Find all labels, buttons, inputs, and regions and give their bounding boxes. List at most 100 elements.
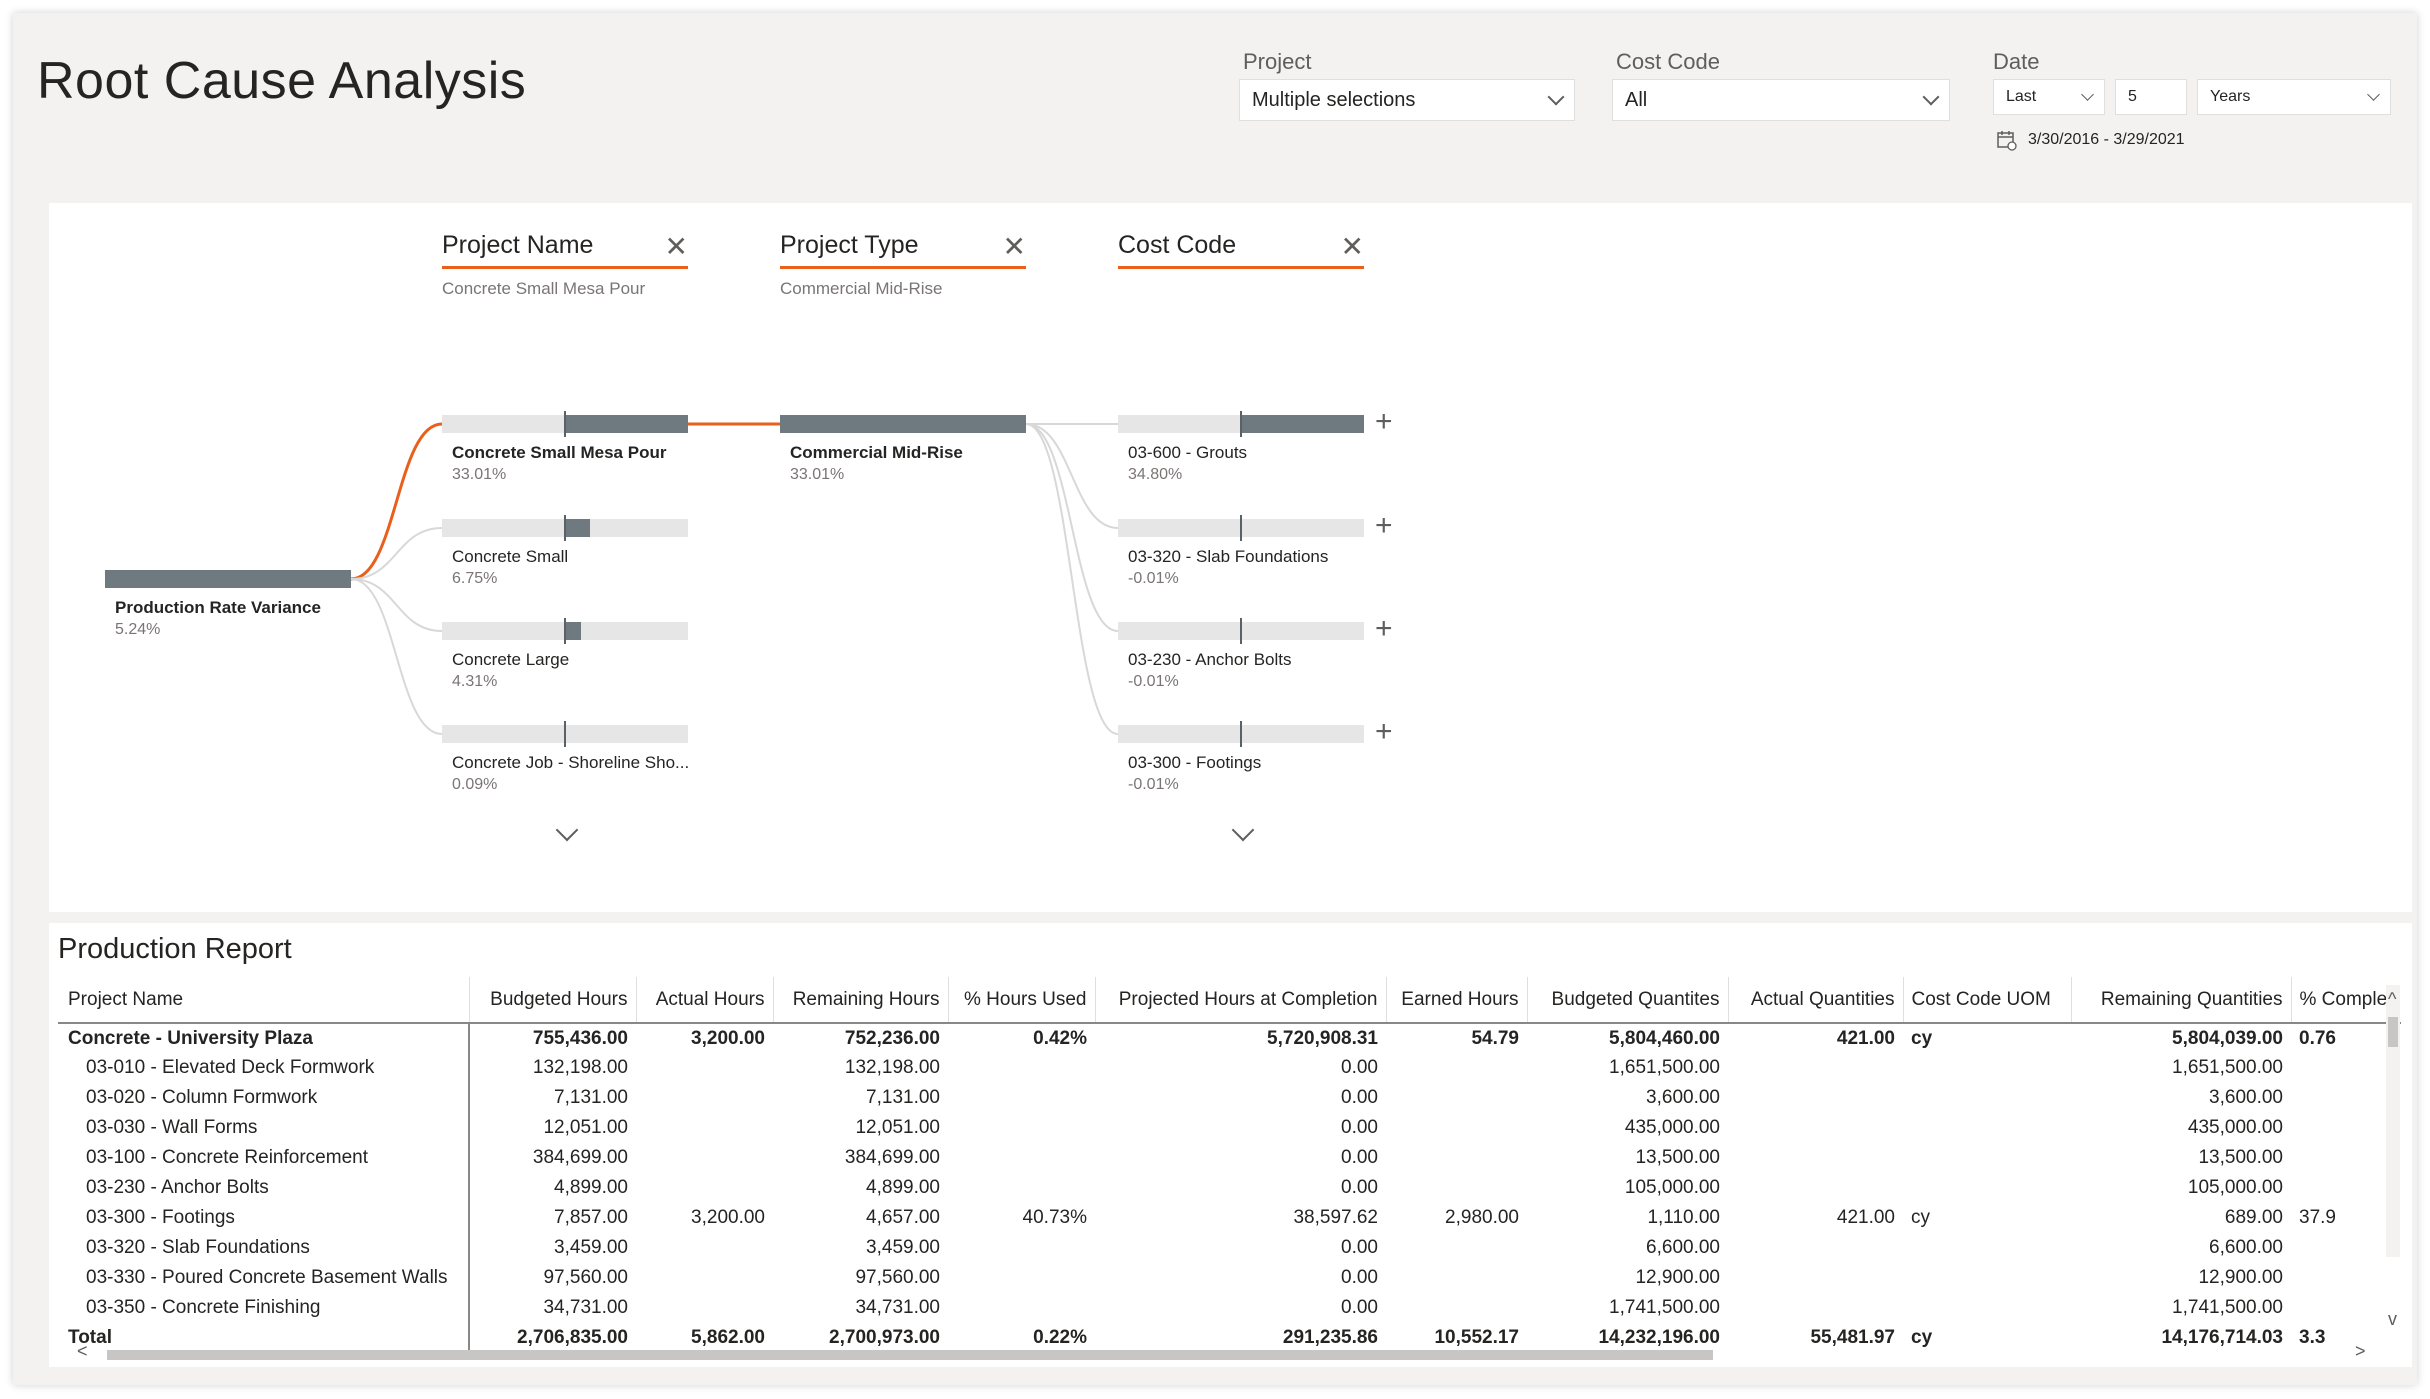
table-cell: 2,706,835.00 — [517, 1327, 628, 1348]
table-cell: 291,235.86 — [1282, 1327, 1378, 1348]
close-icon[interactable]: ✕ — [1002, 231, 1026, 262]
close-icon[interactable]: ✕ — [1340, 231, 1364, 262]
table-cell — [948, 1233, 1095, 1263]
date-relative-dropdown[interactable]: Last — [1993, 79, 2105, 115]
column-header[interactable]: Budgeted Hours — [468, 977, 636, 1024]
node-bar — [1118, 721, 1364, 747]
table-cell: 0.00 — [1341, 1087, 1378, 1108]
node-label: 03-230 - Anchor Bolts — [1128, 650, 1292, 669]
column-header[interactable]: Budgeted Quantites — [1526, 977, 1728, 1024]
tree-node-cost-code[interactable]: 03-300 - Footings -0.01% — [1118, 721, 1364, 794]
table-cell — [948, 1173, 1095, 1203]
table-cell: 5,720,908.31 — [1267, 1027, 1378, 1049]
node-label: Production Rate Variance — [115, 598, 321, 617]
tree-node-cost-code[interactable]: 03-320 - Slab Foundations -0.01% — [1118, 515, 1364, 588]
row-label: 03-020 - Column Formwork — [58, 1083, 470, 1113]
column-header[interactable]: Actual Quantities — [1727, 977, 1903, 1024]
node-bar — [105, 570, 351, 588]
table-row[interactable]: 03-030 - Wall Forms 12,051.00 12,051.00 0.0… — [58, 1113, 2401, 1143]
table-row[interactable]: 03-100 - Concrete Reinforcement 384,699.0… — [58, 1143, 2401, 1173]
table-cell — [1728, 1293, 1903, 1323]
tree-node-project[interactable]: Concrete Large 4.31% — [442, 618, 688, 691]
column-header[interactable]: Projected Hours at Completion — [1094, 977, 1386, 1024]
level-title: Cost Code — [1118, 231, 1237, 259]
table-row[interactable]: 03-230 - Anchor Bolts 4,899.00 4,899.00 0.0… — [58, 1173, 2401, 1203]
tree-node-cost-code[interactable]: 03-600 - Grouts 34.80% — [1118, 411, 1364, 484]
cost-code-dropdown-value: All — [1625, 88, 1648, 111]
column-header[interactable]: Project Name — [58, 977, 469, 1024]
node-label: 03-320 - Slab Foundations — [1128, 547, 1329, 566]
tree-node-root[interactable]: Production Rate Variance 5.24% — [105, 570, 351, 639]
node-bar — [1118, 515, 1364, 541]
table-cell: 752,236.00 — [844, 1027, 940, 1049]
tree-node-project[interactable]: Concrete Job - Shoreline Sho... 0.09% — [442, 721, 689, 794]
table-row[interactable]: 03-330 - Poured Concrete Basement Walls 9… — [58, 1263, 2401, 1293]
column-header[interactable]: Actual Hours — [635, 977, 773, 1024]
table-cell: 34,731.00 — [543, 1297, 628, 1318]
table-cell — [636, 1143, 773, 1173]
report-canvas: Root Cause Analysis Project Multiple sel… — [13, 13, 2417, 1385]
column-header[interactable]: Earned Hours — [1385, 977, 1527, 1024]
table-cell: 2,980.00 — [1445, 1207, 1519, 1228]
column-header[interactable]: Remaining Quantities — [2070, 977, 2291, 1024]
table-row[interactable]: 03-320 - Slab Foundations 3,459.00 3,459.0… — [58, 1233, 2401, 1263]
column-header[interactable]: Remaining Hours — [772, 977, 948, 1024]
row-label: 03-330 - Poured Concrete Basement Walls — [58, 1263, 470, 1293]
table-row[interactable]: 03-010 - Elevated Deck Formwork 132,198.0… — [58, 1053, 2401, 1083]
scrollbar-thumb[interactable] — [2388, 1017, 2398, 1047]
horizontal-scrollbar[interactable] — [73, 1347, 2373, 1361]
scroll-down-icon[interactable]: v — [2388, 1309, 2397, 1329]
tree-node-cost-code[interactable]: 03-230 - Anchor Bolts -0.01% — [1118, 618, 1364, 691]
table-row[interactable]: 03-300 - Footings 7,857.00 3,200.00 4,657.0… — [58, 1203, 2401, 1233]
scrollbar-thumb[interactable] — [107, 1350, 1713, 1360]
node-label: Concrete Small — [452, 547, 569, 566]
vertical-scrollbar[interactable] — [2386, 985, 2400, 1257]
date-unit-dropdown[interactable]: Years — [2197, 79, 2391, 115]
date-unit-value: Years — [2210, 88, 2251, 105]
table-cell — [948, 1143, 1095, 1173]
scroll-left-icon[interactable]: < — [77, 1341, 88, 1361]
table-cell: 10,552.17 — [1434, 1327, 1519, 1348]
bar-baseline — [1240, 618, 1242, 644]
node-value: 0.09% — [452, 776, 498, 793]
table-cell: 4,899.00 — [866, 1177, 940, 1198]
bar-baseline — [564, 721, 566, 747]
table-cell — [636, 1263, 773, 1293]
table-cell: cy — [1911, 1207, 1930, 1228]
group-row[interactable]: Concrete - University Plaza 755,436.00 3,2… — [58, 1023, 2401, 1053]
table-cell: cy — [1911, 1027, 1933, 1049]
plus-icon[interactable]: + — [1375, 509, 1393, 542]
column-header[interactable]: Cost Code UOM — [1902, 977, 2071, 1024]
column-header[interactable]: % Hours Used — [947, 977, 1095, 1024]
scroll-up-icon[interactable]: ^ — [2388, 989, 2397, 1009]
cost-code-dropdown[interactable]: All — [1612, 79, 1950, 121]
table-row[interactable]: 03-020 - Column Formwork 7,131.00 7,131.00… — [58, 1083, 2401, 1113]
node-value: 4.31% — [452, 673, 498, 690]
table-cell — [2291, 1053, 2401, 1083]
node-value: -0.01% — [1128, 776, 1179, 793]
level-selection: Commercial Mid-Rise — [780, 279, 943, 298]
tree-node-type[interactable]: Commercial Mid-Rise 33.01% — [780, 415, 1026, 484]
tree-node-project[interactable]: Concrete Small 6.75% — [442, 515, 688, 588]
project-dropdown-value: Multiple selections — [1252, 88, 1416, 111]
total-row[interactable]: Total 2,706,835.00 5,862.00 2,700,973.00 0.2… — [58, 1323, 2401, 1353]
close-icon[interactable]: ✕ — [664, 231, 688, 262]
table-cell: 0.00 — [1341, 1057, 1378, 1078]
table-cell — [1728, 1053, 1903, 1083]
project-dropdown[interactable]: Multiple selections — [1239, 79, 1575, 121]
calendar-icon[interactable] — [1996, 129, 2018, 151]
node-bar-fill — [565, 622, 581, 640]
scroll-right-icon[interactable]: > — [2355, 1341, 2366, 1361]
table-cell: 1,110.00 — [1647, 1207, 1720, 1228]
table-cell — [948, 1293, 1095, 1323]
column-header[interactable]: % Comple — [2290, 977, 2401, 1024]
plus-icon[interactable]: + — [1375, 405, 1393, 438]
table-row[interactable]: 03-350 - Concrete Finishing 34,731.00 34,7… — [58, 1293, 2401, 1323]
table-cell — [1386, 1143, 1527, 1173]
level-header-project-name: Project Name ✕ Concrete Small Mesa Pour — [442, 231, 688, 299]
row-label: 03-350 - Concrete Finishing — [58, 1293, 470, 1323]
plus-icon[interactable]: + — [1375, 612, 1393, 645]
date-count-input[interactable]: 5 — [2115, 79, 2187, 115]
tree-node-project[interactable]: Concrete Small Mesa Pour 33.01% — [442, 411, 688, 484]
plus-icon[interactable]: + — [1375, 715, 1393, 748]
